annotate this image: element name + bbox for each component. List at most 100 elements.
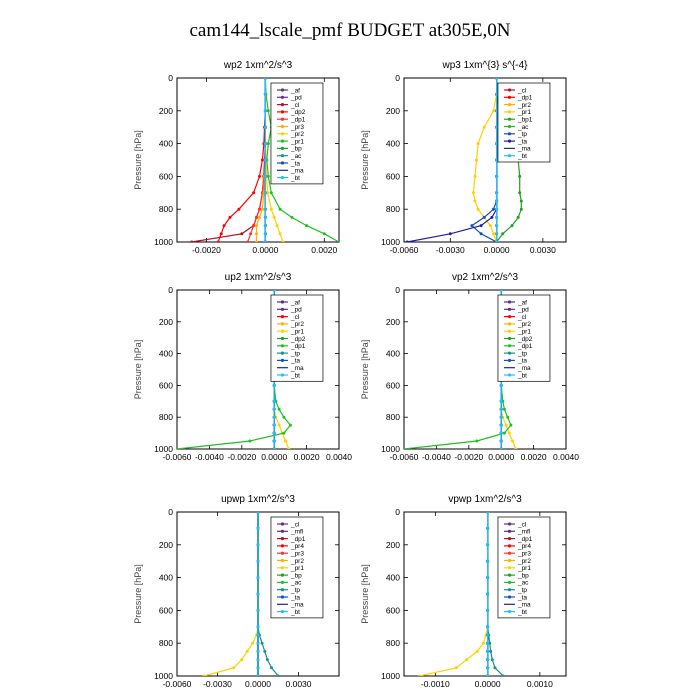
data-point — [263, 109, 267, 113]
panel-title: vp2 1xm^2/s^3 — [452, 272, 519, 283]
data-point — [475, 649, 479, 653]
data-point — [448, 232, 452, 236]
legend-marker — [507, 117, 512, 121]
legend-entry: _ta — [290, 594, 300, 601]
legend-marker — [280, 146, 285, 150]
data-point — [256, 633, 260, 637]
y-tick-label: 400 — [386, 573, 400, 583]
data-point — [516, 215, 520, 219]
data-point — [256, 666, 260, 670]
legend-marker — [507, 132, 512, 136]
data-point — [471, 191, 475, 195]
data-point — [272, 431, 276, 435]
y-tick-label: 0 — [168, 285, 173, 295]
panel-3: up2 1xm^2/s^3 Pressure [hPa] 0 200 400 600 800… — [133, 272, 352, 462]
y-tick-label: 600 — [386, 380, 400, 390]
data-point — [269, 191, 273, 195]
data-point — [272, 407, 276, 411]
data-point — [486, 608, 490, 612]
legend-entry: _ma — [517, 365, 531, 372]
data-point — [288, 423, 292, 427]
legend-entry: _bt — [290, 372, 300, 379]
legend-entry: _bt — [517, 153, 527, 160]
data-point — [479, 232, 483, 236]
data-point — [232, 666, 236, 670]
panel-title: vpwp 1xm^2/s^3 — [448, 494, 522, 505]
series-bt — [263, 78, 267, 242]
x-tick-label: -0.0040 — [195, 452, 224, 462]
data-point — [492, 232, 495, 236]
legend-marker — [280, 103, 285, 107]
data-point — [263, 232, 267, 236]
legend-entry: _ma — [290, 602, 304, 609]
figure-title: cam144_lscale_pmf BUDGET at305E,0N — [189, 20, 511, 41]
data-point — [476, 142, 480, 146]
data-point — [272, 439, 276, 443]
legend-marker — [280, 307, 285, 311]
x-tick-label: 0.0000 — [245, 679, 271, 689]
data-point — [263, 224, 267, 228]
y-tick-label: 0 — [395, 507, 400, 517]
data-point — [255, 224, 258, 228]
data-point — [275, 224, 279, 228]
x-tick-label: -0.0020 — [192, 245, 221, 255]
data-point — [256, 658, 260, 662]
data-point — [282, 431, 286, 435]
legend-entry: _ac — [290, 153, 302, 160]
data-point — [492, 109, 495, 113]
legend-entry: _ac — [290, 580, 302, 587]
legend-marker — [280, 329, 285, 333]
data-point — [263, 174, 267, 178]
data-point — [263, 92, 267, 96]
data-point — [256, 543, 260, 547]
legend-marker — [507, 522, 512, 526]
legend-marker — [507, 610, 512, 614]
legend-entry: _pr2 — [290, 558, 304, 565]
legend-marker — [507, 336, 512, 341]
legend-marker — [280, 336, 285, 341]
x-tick-label: 0.0020 — [521, 452, 547, 462]
legend-marker — [507, 558, 512, 563]
legend-entry: _bt — [290, 175, 300, 182]
data-point — [495, 232, 499, 236]
legend-entry: _ma — [290, 168, 304, 175]
data-point — [504, 423, 508, 427]
data-point — [499, 439, 503, 443]
legend-entry: _mfl — [290, 529, 304, 536]
data-point — [506, 415, 510, 419]
data-point — [495, 199, 499, 203]
legend-marker — [280, 300, 285, 304]
legend-entry: _pd — [517, 307, 529, 314]
data-point — [256, 592, 260, 596]
y-tick-label: 200 — [159, 106, 173, 116]
legend-marker — [507, 329, 512, 333]
y-tick-label: 1000 — [154, 444, 173, 454]
data-point — [258, 207, 261, 211]
legend-entry: _pr1 — [517, 109, 531, 116]
panel-1: wp2 1xm^2/s^3 Pressure [hPa] 0 200 400 600 800… — [133, 60, 340, 255]
data-point — [256, 625, 260, 629]
data-point — [502, 407, 506, 411]
data-point — [495, 142, 499, 146]
series-pr1 — [471, 78, 499, 242]
data-point — [237, 207, 241, 211]
legend-entry: _pr1 — [517, 329, 531, 336]
legend-entry: _af — [290, 299, 300, 306]
data-point — [256, 512, 260, 514]
legend-marker — [280, 124, 285, 129]
data-point — [272, 290, 276, 292]
data-point — [256, 641, 260, 645]
legend-marker — [280, 358, 285, 362]
data-point — [495, 215, 499, 219]
data-point — [276, 674, 280, 676]
data-point — [486, 543, 490, 547]
data-point — [486, 641, 490, 645]
data-point — [495, 125, 499, 129]
data-point — [278, 232, 282, 236]
legend-marker — [507, 595, 512, 599]
data-point — [486, 658, 490, 662]
legend-entry: _pr4 — [290, 543, 304, 550]
data-point — [260, 158, 264, 162]
y-tick-label: 400 — [159, 139, 173, 149]
data-point — [486, 674, 490, 676]
